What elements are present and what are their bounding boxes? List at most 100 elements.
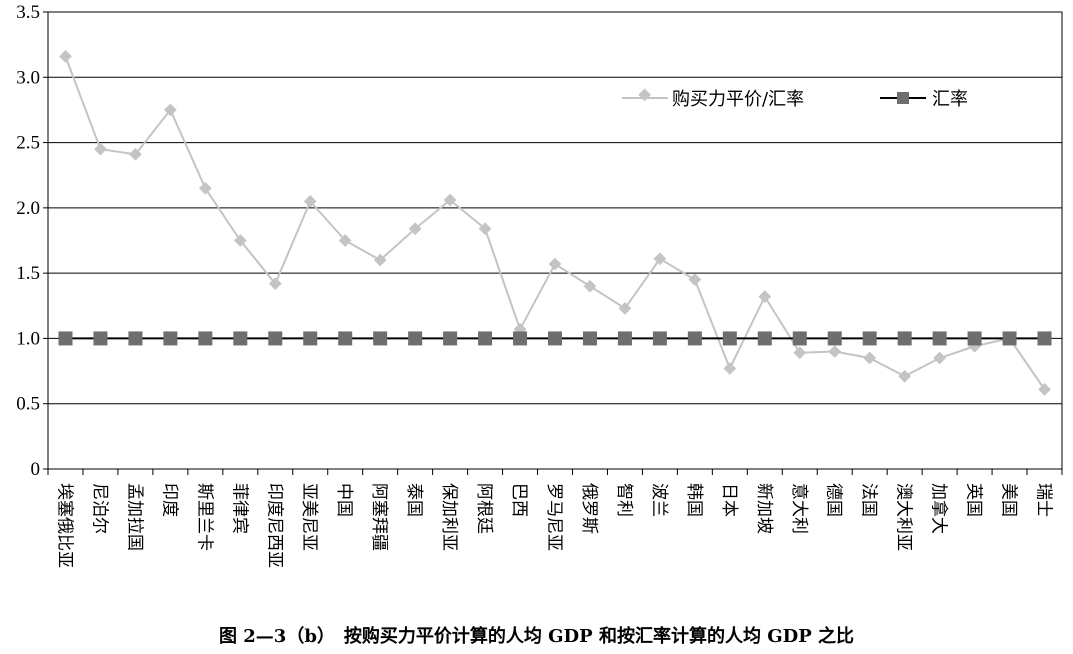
- x-tick-label: 埃塞俄比亚: [54, 483, 74, 568]
- series: [58, 50, 1052, 396]
- series-ppp-point: [688, 273, 702, 287]
- x-tick-label: 印度: [159, 483, 179, 517]
- series-fx-point: [967, 331, 982, 346]
- series-fx-point: [652, 331, 667, 346]
- x-tick-label: 泰国: [404, 483, 424, 517]
- x-tick-label: 韩国: [684, 483, 704, 517]
- x-tick-label: 美国: [999, 483, 1019, 517]
- series-fx-point: [513, 331, 528, 346]
- x-axis-ticks: 埃塞俄比亚 尼泊尔 孟加拉国 印度 斯里兰卡 菲律宾 印度尼西亚 亚美尼亚 中国 阿塞拜疆 泰国 保加…: [54, 483, 1053, 568]
- y-axis-ticks: 0 0.5 1.0 1.5 2.0 2.5 3.0 3.5: [16, 2, 40, 480]
- series-fx-point: [268, 331, 283, 346]
- x-tick-label: 亚美尼亚: [299, 483, 319, 551]
- series-ppp-point: [723, 362, 737, 375]
- series-ppp-point: [303, 194, 317, 208]
- x-tick-label: 德国: [824, 483, 844, 517]
- y-tick-label: 0.5: [16, 394, 40, 415]
- series-fx-point: [198, 331, 213, 346]
- x-tick-label: 中国: [334, 483, 354, 517]
- x-tick-label: 法国: [859, 483, 879, 517]
- series-ppp-point: [198, 181, 212, 195]
- x-tick-label: 印度尼西亚: [264, 483, 284, 568]
- y-tick-label: 0: [31, 459, 41, 480]
- x-tick-label: 孟加拉国: [124, 483, 144, 551]
- series-fx-point: [1002, 331, 1017, 346]
- series-ppp-point: [653, 252, 667, 266]
- axes: [43, 11, 1063, 475]
- series-fx-point: [163, 331, 178, 346]
- x-tick-label: 日本: [719, 483, 739, 517]
- x-tick-label: 加拿大: [929, 483, 950, 534]
- series-fx-point: [128, 331, 143, 346]
- series-fx-point: [1037, 331, 1052, 346]
- series-ppp-point: [129, 147, 142, 161]
- series-ppp-point: [59, 50, 72, 63]
- series-fx-point: [373, 331, 388, 346]
- x-tick-label: 罗马尼亚: [544, 483, 564, 551]
- series-ppp-point: [863, 351, 877, 365]
- x-tick-label: 瑞士: [1034, 483, 1054, 517]
- series-fx-point: [827, 331, 842, 346]
- series-ppp-point: [828, 345, 842, 358]
- series-fx-point: [233, 331, 248, 346]
- legend: 购买力平价/汇率 汇率: [622, 88, 968, 110]
- x-tick-label: 尼泊尔: [89, 483, 109, 534]
- series-ppp-point: [1038, 382, 1051, 396]
- plot-frame: [47, 11, 1063, 470]
- x-tick-label: 波兰: [649, 483, 669, 517]
- series-fx-point: [897, 331, 912, 346]
- series-fx-point: [478, 331, 493, 346]
- series-fx-point: [757, 331, 772, 346]
- series-ppp-point: [478, 222, 492, 236]
- x-tick-label: 俄罗斯: [579, 483, 599, 534]
- x-tick-label: 澳大利亚: [894, 483, 914, 551]
- x-tick-label: 阿塞拜疆: [369, 483, 389, 551]
- series-fx-point: [932, 331, 947, 346]
- y-tick-label: 2.5: [16, 133, 40, 154]
- series-fx-point: [548, 331, 562, 346]
- legend-ppp-marker: [638, 88, 652, 102]
- series-ppp-point: [268, 277, 282, 290]
- y-tick-label: 1.0: [16, 328, 40, 349]
- series-fx-point: [792, 331, 807, 346]
- x-tick-label: 巴西: [509, 483, 529, 517]
- series-ppp-point: [443, 193, 457, 207]
- legend-fx-marker: [897, 92, 909, 104]
- x-tick-label: 保加利亚: [439, 483, 459, 551]
- x-tick-label: 意大利: [789, 483, 809, 534]
- x-tick-label: 菲律宾: [229, 483, 249, 534]
- figure-caption: 图 2—3（b） 按购买力平价计算的人均 GDP 和按汇率计算的人均 GDP 之…: [219, 626, 854, 647]
- x-tick-label: 智利: [614, 483, 634, 517]
- series-ppp-point: [793, 346, 807, 360]
- y-tick-label: 3.0: [16, 67, 40, 88]
- x-tick-label: 英国: [964, 483, 984, 517]
- series-ppp-point: [933, 351, 946, 365]
- series-ppp-point: [583, 279, 597, 293]
- series-fx-point: [617, 331, 632, 346]
- series-fx-point: [862, 331, 877, 346]
- series-fx-point: [58, 331, 73, 346]
- series-ppp-point: [548, 257, 562, 271]
- series-ppp-point: [233, 234, 247, 247]
- legend-ppp-label: 购买力平价/汇率: [672, 89, 804, 110]
- series-fx-point: [303, 331, 318, 346]
- chart-svg: 0 0.5 1.0 1.5 2.0 2.5 3.0 3.5 埃塞俄比亚 尼泊尔 孟加拉国 印度 斯里兰…: [16, 2, 1063, 568]
- series-ppp-point: [338, 234, 352, 247]
- y-tick-label: 1.5: [16, 263, 40, 284]
- series-fx-point: [93, 331, 108, 346]
- series-ppp-point: [758, 290, 772, 304]
- series-ppp-point: [898, 369, 912, 383]
- series-ppp-point: [408, 222, 422, 236]
- series-ppp-point: [94, 142, 107, 156]
- legend-fx-label: 汇率: [932, 89, 968, 110]
- x-tick-label: 阿根廷: [474, 483, 494, 534]
- series-fx-point: [338, 331, 353, 346]
- x-tick-label: 新加坡: [754, 483, 774, 534]
- series-ppp-point: [618, 302, 632, 315]
- series-fx-point: [582, 331, 597, 346]
- series-fx-point: [443, 331, 458, 346]
- y-tick-label: 3.5: [16, 2, 40, 23]
- series-ppp-point: [164, 103, 177, 117]
- x-tick-label: 斯里兰卡: [194, 483, 214, 551]
- y-tick-label: 2.0: [16, 198, 40, 219]
